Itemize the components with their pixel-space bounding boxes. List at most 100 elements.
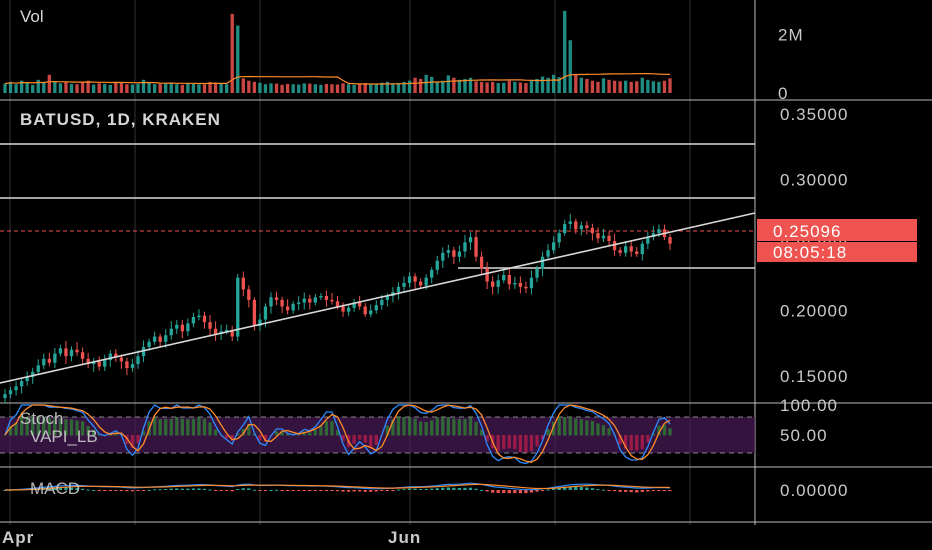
vapi-bar: [662, 424, 667, 436]
volume-bar: [297, 84, 301, 93]
volume-bar: [529, 80, 534, 93]
macd-histogram-bar: [313, 490, 317, 491]
volume-bar: [358, 83, 362, 93]
macd-histogram-bar: [152, 489, 157, 491]
vapi-bar: [557, 417, 561, 436]
macd-histogram-bar: [391, 490, 395, 491]
vapi-bar: [430, 420, 434, 436]
volume-bar: [646, 79, 650, 93]
macd-histogram-bar: [363, 490, 367, 492]
candle-body: [535, 268, 539, 278]
volume-bar: [418, 78, 423, 93]
vapi-bar: [97, 434, 101, 436]
volume-bar: [3, 83, 7, 93]
macd-histogram-bar: [191, 488, 196, 490]
macd-histogram-bar: [380, 490, 384, 492]
volume-bar: [657, 81, 661, 93]
candle-body: [374, 305, 378, 311]
macd-histogram-bar: [119, 490, 124, 491]
vapi-bar: [31, 417, 35, 436]
volume-bar: [319, 84, 323, 93]
vapi-bar: [446, 417, 450, 436]
macd-histogram-bar: [418, 488, 423, 490]
volume-bar: [208, 81, 212, 93]
macd-histogram-bar: [452, 487, 456, 490]
vapi-bar: [25, 417, 29, 436]
candle-body: [208, 322, 212, 329]
macd-histogram-bar: [424, 488, 428, 490]
volume-bar: [579, 77, 583, 93]
volume-bar: [147, 81, 151, 93]
vapi-bar: [263, 435, 268, 442]
candle-body: [352, 302, 356, 308]
volume-bar: [446, 75, 450, 93]
candle-body: [668, 237, 672, 244]
vapi-bar: [225, 435, 229, 439]
candle-body: [42, 358, 46, 366]
vapi-bar: [302, 431, 306, 436]
vapi-bar: [130, 435, 135, 448]
candle-body: [358, 302, 362, 307]
macd-histogram-bar: [302, 490, 306, 491]
macd-histogram-bar: [297, 490, 301, 491]
volume-bar: [36, 79, 40, 93]
candle-body: [297, 302, 301, 305]
volume-bar: [540, 76, 545, 93]
volume-bar: [551, 74, 556, 93]
candle-body: [213, 328, 218, 334]
candle-body: [302, 298, 306, 303]
macd-histogram-bar: [335, 490, 340, 492]
volume-bar: [175, 84, 179, 93]
volume-bar: [374, 83, 378, 93]
volume-bar: [518, 82, 523, 93]
vapi-bar: [14, 423, 18, 436]
macd-histogram-bar: [579, 487, 583, 490]
volume-bar: [31, 84, 35, 93]
candle-body: [80, 352, 85, 359]
volume-bar: [585, 78, 589, 93]
vapi-bar: [175, 417, 179, 436]
vapi-bar: [618, 435, 622, 445]
volume-bar: [274, 83, 279, 93]
volume-bar: [86, 80, 90, 93]
candle-body: [103, 360, 107, 367]
macd-histogram-bar: [524, 490, 528, 494]
candle-body: [396, 286, 401, 293]
macd-histogram-bar: [219, 490, 223, 491]
volume-bar: [485, 82, 489, 93]
candle-body: [491, 281, 495, 287]
candles: [3, 213, 672, 404]
candle-body: [380, 299, 384, 306]
macd-histogram-bar: [103, 490, 107, 491]
macd-histogram-bar: [413, 488, 417, 490]
candle-body: [590, 227, 595, 234]
vapi-bar: [202, 418, 207, 436]
volume-bar: [385, 81, 390, 93]
stoch-tick-label: 100.00: [780, 396, 838, 415]
vapi-bar: [596, 423, 600, 436]
macd-histogram-bar: [529, 490, 534, 493]
candle-body: [136, 356, 140, 365]
candle-body: [247, 289, 251, 300]
candle-body: [463, 242, 467, 252]
candle-body: [285, 306, 290, 311]
volume-bar: [258, 82, 262, 93]
candle-body: [58, 348, 63, 354]
candle-body: [263, 306, 268, 320]
volume-bar: [468, 77, 473, 93]
ascending-trendline: [0, 212, 756, 384]
candle-body: [540, 256, 545, 269]
candle-body: [335, 301, 340, 307]
volume-bar: [380, 82, 384, 93]
volume-bar: [457, 79, 462, 93]
macd-histogram-bar: [468, 487, 473, 490]
macd-histogram-bar: [136, 490, 140, 491]
macd-histogram-bar: [557, 487, 561, 490]
candle-body: [152, 336, 157, 342]
volume-pane: [3, 10, 672, 94]
vapi-bar: [358, 435, 362, 440]
macd-histogram-bar: [612, 490, 617, 492]
macd-histogram-bar: [202, 488, 207, 490]
candle-body: [607, 235, 611, 242]
candle-body: [230, 330, 234, 337]
